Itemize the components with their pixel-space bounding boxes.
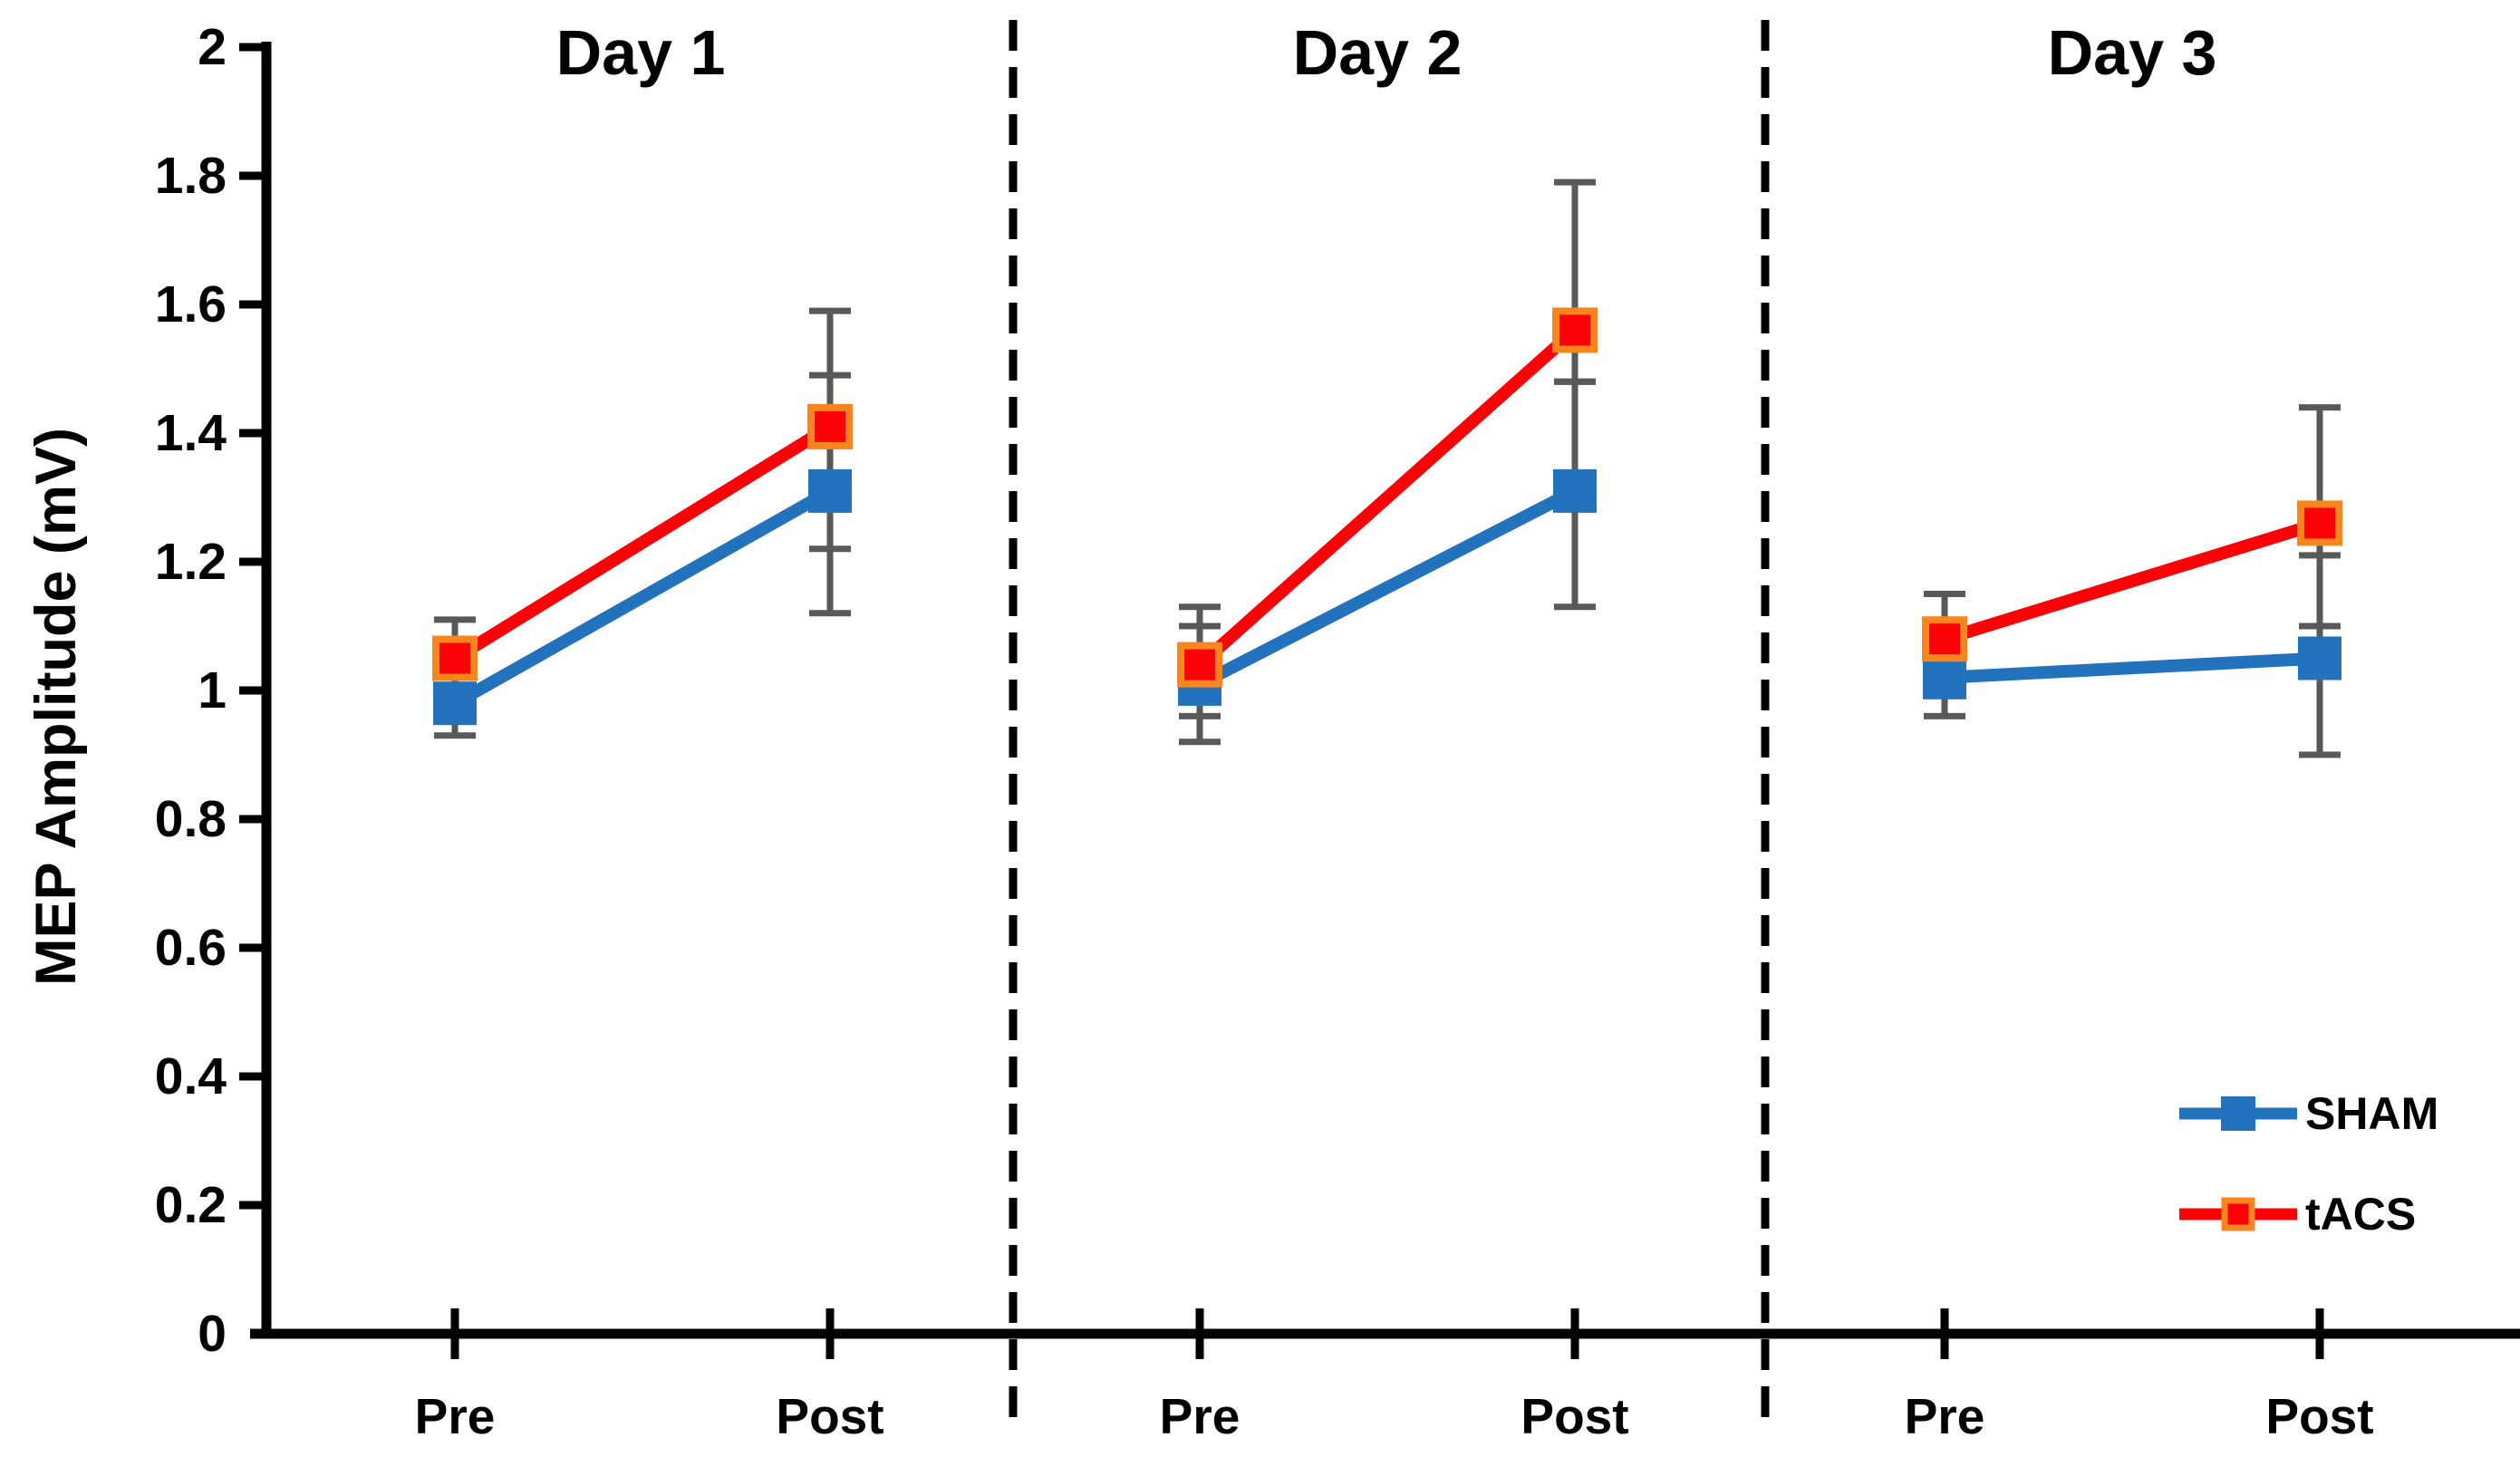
series-line-tACS [1195, 325, 1579, 670]
series-line-tACS [451, 420, 834, 664]
marker-tACS [2297, 500, 2342, 546]
marker-SHAM [808, 468, 852, 513]
y-tick-label: 2 [198, 18, 227, 76]
y-tick-label: 1.6 [155, 275, 227, 333]
marker-tACS [1552, 307, 1598, 353]
legend-label-SHAM: SHAM [2305, 1088, 2438, 1139]
series-line-SHAM [1944, 651, 2321, 684]
marker-SHAM [1923, 655, 1966, 700]
x-tick-label: Pre [1905, 1388, 1985, 1444]
y-tick-label: 1.2 [155, 533, 227, 591]
marker-tACS [432, 635, 478, 681]
y-tick-label: 0.8 [155, 790, 227, 848]
x-tick-label: Pre [415, 1388, 496, 1444]
x-tick-label: Post [2265, 1388, 2373, 1444]
panel-title: Day 3 [2048, 17, 2217, 88]
panel-title: Day 2 [1293, 17, 1463, 88]
marker-SHAM [433, 681, 477, 726]
legend-swatch-marker-SHAM [2221, 1096, 2255, 1131]
y-tick-label: 1.4 [155, 404, 227, 462]
panel-title: Day 1 [556, 17, 726, 88]
y-tick-label: 1 [198, 661, 227, 719]
x-tick-label: Pre [1160, 1388, 1241, 1444]
y-tick-label: 0.2 [155, 1176, 227, 1234]
x-tick-label: Post [1521, 1388, 1628, 1444]
series-line-tACS [1942, 516, 2322, 645]
y-tick-label: 1.8 [155, 147, 227, 205]
y-tick-label: 0.6 [155, 919, 227, 977]
y-axis-title: MEP Amplitude (mV) [24, 428, 88, 986]
y-tick-label: 0 [198, 1305, 227, 1363]
series-line-SHAM [1196, 485, 1579, 690]
y-tick-label: 0.4 [155, 1047, 227, 1105]
marker-tACS [807, 403, 853, 449]
marker-tACS [1177, 642, 1222, 688]
marker-tACS [1922, 616, 1967, 662]
legend-swatch-marker-tACS [2221, 1197, 2255, 1231]
legend-label-tACS: tACS [2305, 1189, 2416, 1240]
series-line-SHAM [451, 485, 834, 709]
marker-SHAM [2298, 636, 2341, 680]
x-tick-label: Post [776, 1388, 883, 1444]
marker-SHAM [1553, 468, 1597, 513]
